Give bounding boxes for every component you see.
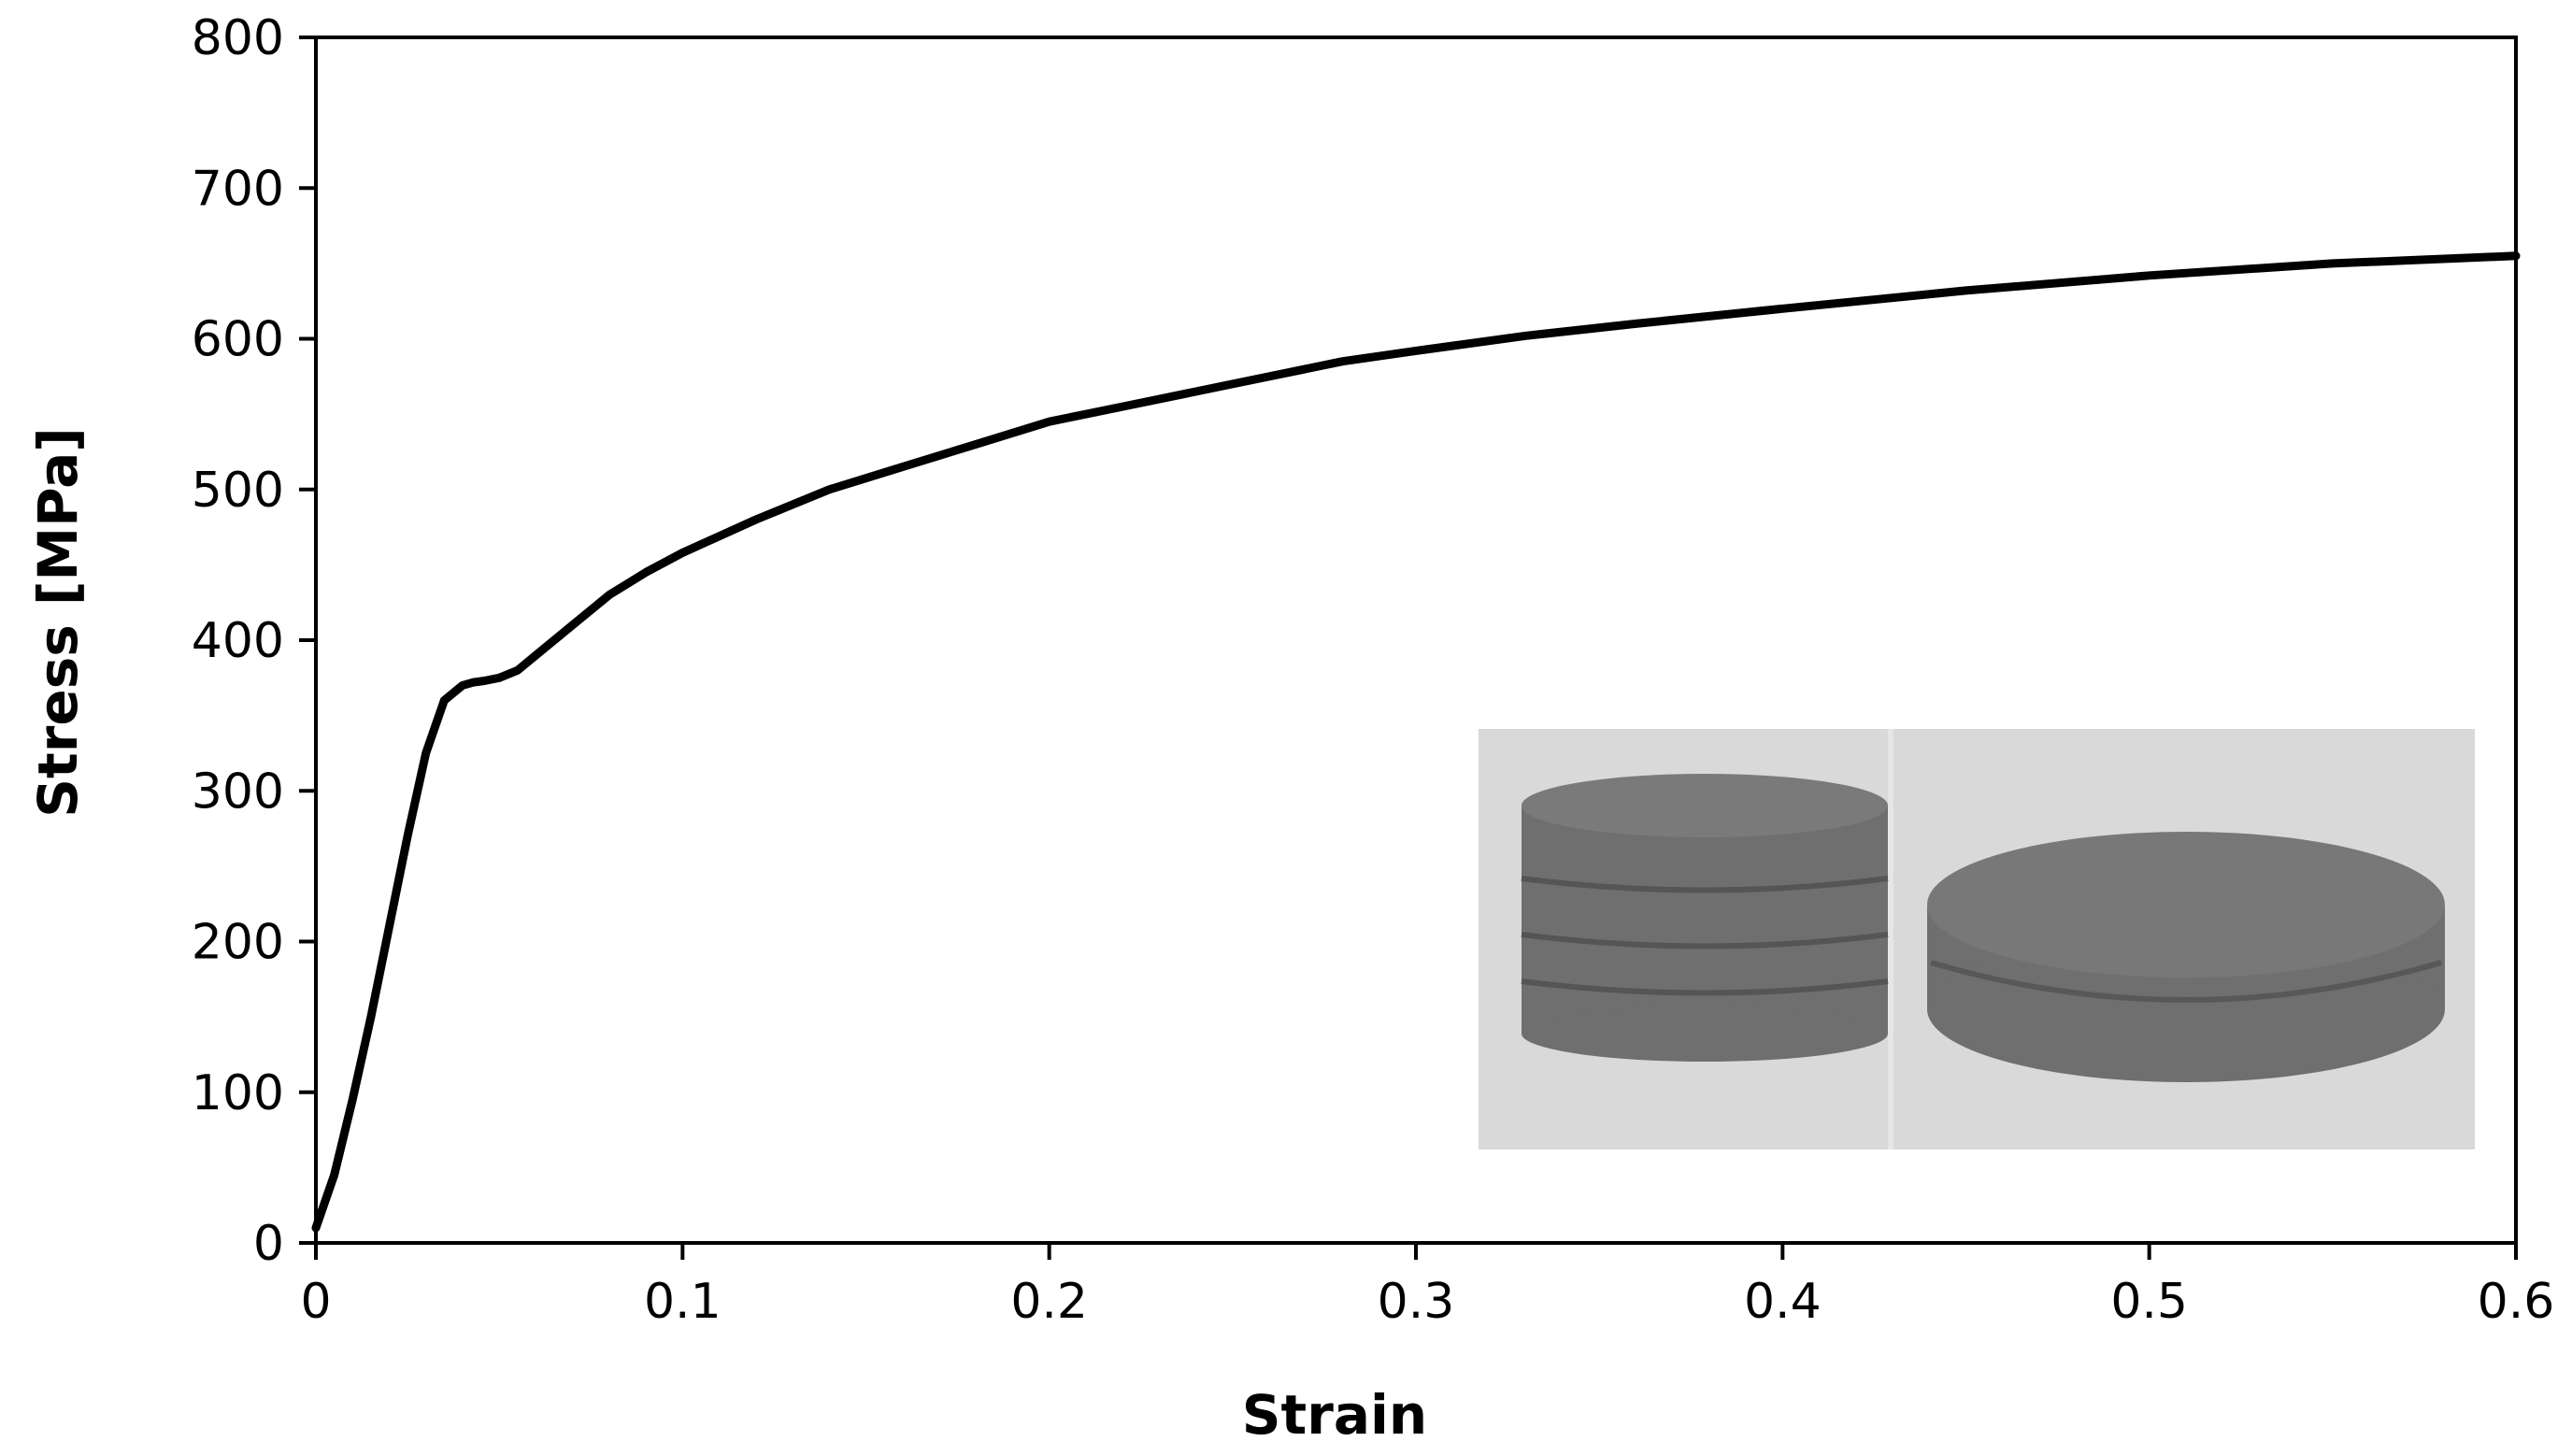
specimen-photo-inset (1479, 729, 2475, 1149)
y-axis-ticks: 0 100 200 300 400 500 600 700 800 (192, 10, 316, 1272)
x-tick-label: 0.6 (2478, 1274, 2555, 1330)
y-tick-label: 400 (192, 613, 284, 669)
x-tick-label: 0 (300, 1274, 331, 1330)
x-tick-label: 0.5 (2110, 1274, 2188, 1330)
y-tick-label: 100 (192, 1065, 284, 1121)
x-axis-title: Strain (1242, 1383, 1427, 1447)
compressed-specimen (1927, 832, 2445, 1082)
y-tick-label: 600 (192, 312, 284, 368)
y-tick-label: 200 (192, 915, 284, 971)
inset-divider (1888, 729, 1893, 1149)
y-tick-label: 500 (192, 463, 284, 519)
x-tick-label: 0.2 (1010, 1274, 1088, 1330)
y-tick-label: 800 (192, 10, 284, 66)
y-tick-label: 300 (192, 764, 284, 820)
x-axis-ticks: 0 0.1 0.2 0.3 0.4 0.5 0.6 (300, 1243, 2554, 1330)
y-axis-title: Stress [MPa] (26, 427, 90, 818)
x-tick-label: 0.3 (1378, 1274, 1455, 1330)
y-tick-label: 700 (192, 161, 284, 217)
y-tick-label: 0 (253, 1216, 284, 1272)
x-tick-label: 0.4 (1744, 1274, 1822, 1330)
x-tick-label: 0.1 (644, 1274, 722, 1330)
undeformed-specimen (1521, 774, 1889, 1062)
stress-strain-curve (311, 251, 2521, 1233)
